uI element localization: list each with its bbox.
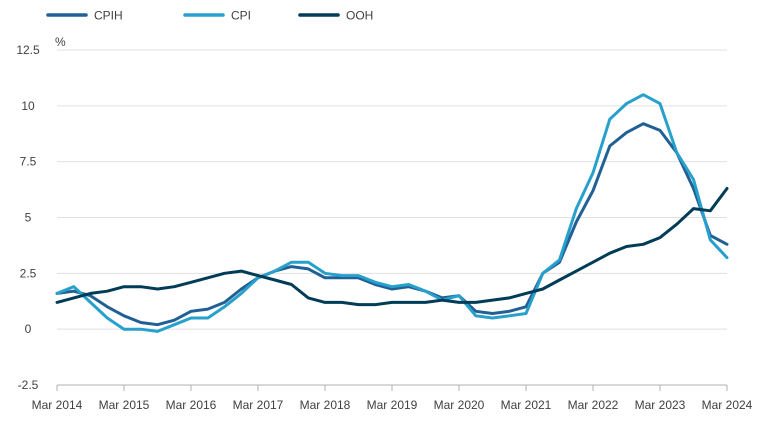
series-lines — [55, 93, 729, 333]
x-tick-label: Mar 2022 — [568, 398, 619, 412]
x-tick-label: Mar 2017 — [233, 398, 284, 412]
x-tick-label: Mar 2016 — [166, 398, 217, 412]
y-axis-unit-label: % — [55, 35, 66, 49]
x-tick-label: Mar 2015 — [99, 398, 150, 412]
legend-label-cpi: CPI — [231, 9, 251, 23]
x-tick-label: Mar 2014 — [32, 398, 83, 412]
y-axis-ticks: -2.5 0 2.5 5 7.5 10 12.5 — [16, 43, 40, 392]
gridlines — [57, 49, 727, 386]
x-tick-label: Mar 2020 — [434, 398, 485, 412]
series-line-ooh — [55, 187, 729, 307]
x-tick-label: Mar 2018 — [300, 398, 351, 412]
y-tick-label: 0 — [25, 322, 32, 336]
y-tick-label: 12.5 — [16, 43, 40, 57]
y-tick-label: 7.5 — [20, 155, 37, 169]
y-tick-label: 5 — [25, 211, 32, 225]
legend: CPIH CPI OOH — [46, 9, 373, 23]
x-axis: Mar 2014 Mar 2015 Mar 2016 Mar 2017 Mar 2018… — [32, 384, 753, 412]
y-tick-label: -2.5 — [18, 378, 39, 392]
x-tick-label: Mar 2024 — [702, 398, 753, 412]
y-tick-label: 10 — [21, 99, 35, 113]
x-tick-label: Mar 2023 — [635, 398, 686, 412]
legend-label-cpih: CPIH — [94, 9, 123, 23]
series-line-cpih — [55, 122, 729, 327]
y-tick-label: 2.5 — [20, 266, 37, 280]
legend-label-ooh: OOH — [346, 9, 373, 23]
x-tick-label: Mar 2021 — [501, 398, 552, 412]
series-line-cpi — [55, 93, 729, 333]
x-tick-label: Mar 2019 — [367, 398, 418, 412]
